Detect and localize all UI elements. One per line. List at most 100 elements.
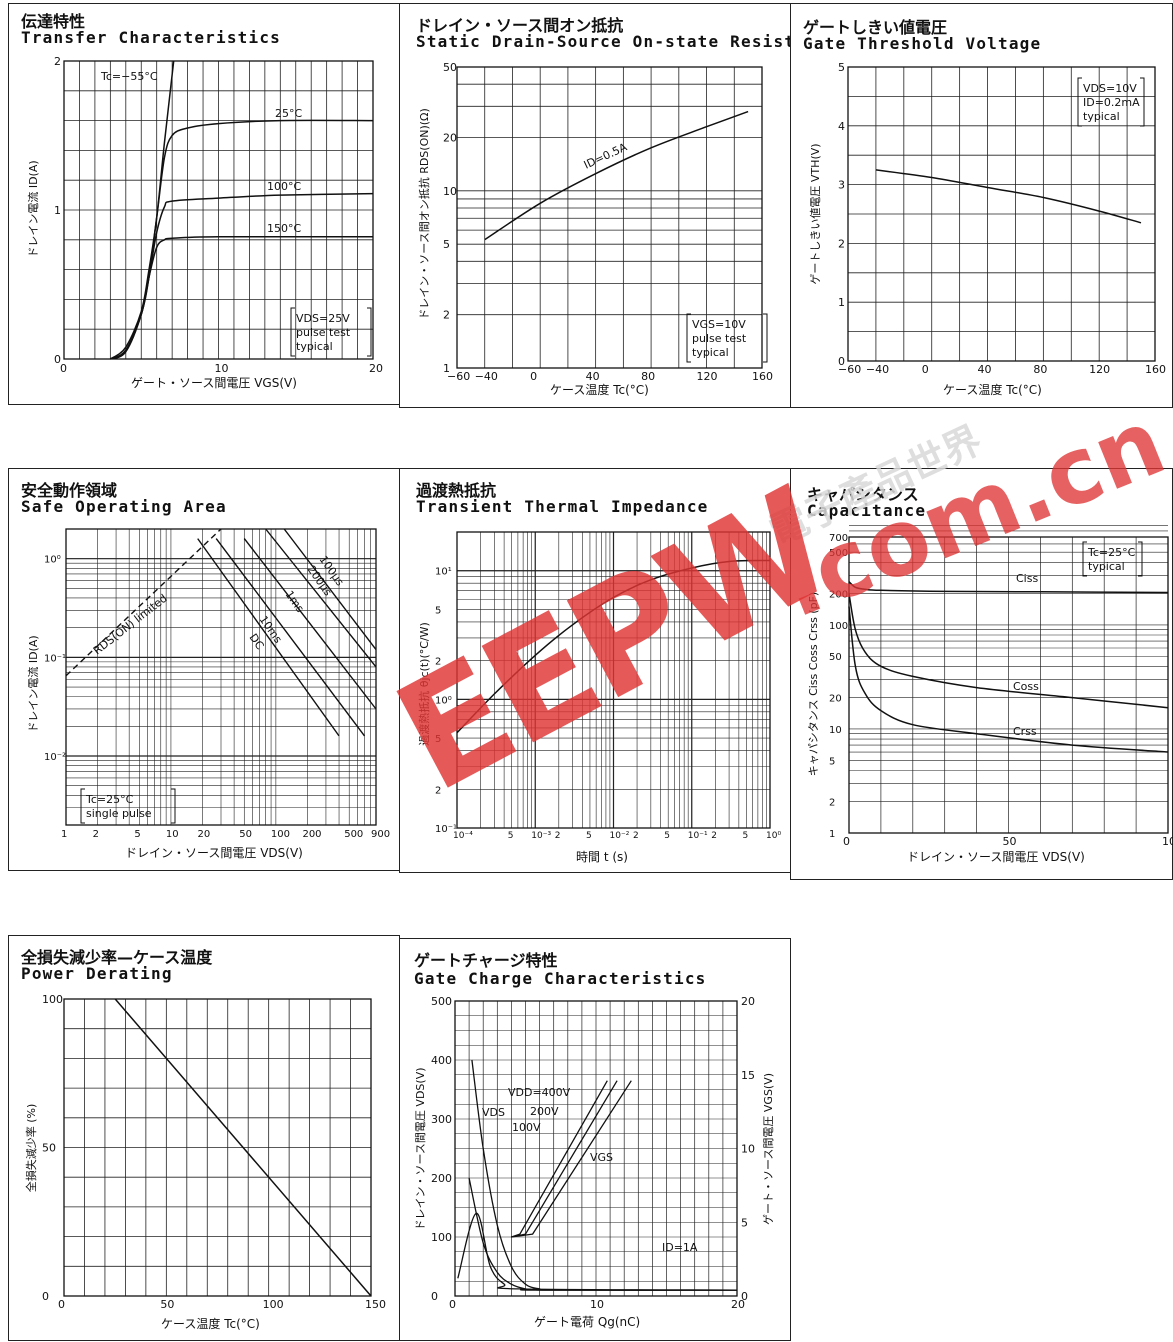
tick-label: 1 [54, 204, 61, 217]
tick-label: 100 [263, 1298, 284, 1311]
panel-soa: 安全動作領域 Safe Operating Area 1 2 5 10 20 50 100 2… [8, 468, 400, 871]
tick-label: 0 [60, 362, 67, 375]
panel-thermal: 過渡熱抵抗 Transient Thermal Impedance 10⁻⁴ 5 1… [399, 468, 791, 873]
tick-label: 5 [838, 61, 845, 74]
series-line [848, 606, 1169, 753]
tick-label: 2 [633, 831, 639, 841]
note-text: Tc=25°C [1087, 546, 1136, 559]
chart-rds: −60 −40 0 40 80 120 160 1 2 5 10 20 50 ケース温度 Tc(°C) ドレ… [417, 61, 773, 397]
tick-label: 500 [829, 548, 848, 559]
bracket-left [1077, 77, 1082, 127]
tick-label: 0 [838, 355, 845, 368]
y2-axis-label: ゲート・ソース間電圧 VGS(V) [762, 1073, 775, 1225]
tick-label: 10 [829, 725, 842, 736]
tick-label: 2 [93, 829, 99, 840]
tick-label: 0 [58, 1298, 65, 1311]
note-text: VGS=10V [692, 318, 746, 331]
title-en: Power Derating [21, 964, 173, 983]
tick-label: 160 [1145, 363, 1166, 376]
title-jp: ゲートチャージ特性 [414, 951, 558, 970]
x-axis-label: ゲート電荷 Qg(nC) [534, 1315, 640, 1329]
series-line [109, 60, 175, 360]
tick-label: 80 [641, 370, 655, 383]
series-line [456, 559, 771, 734]
tick-label: 0 [449, 1298, 456, 1311]
series-line [468, 1177, 738, 1291]
series-label: 25°C [275, 107, 302, 120]
tick-label: 10 [166, 829, 179, 840]
y-axis-label: ドレイン・ソース間オン抵抗 RDS(ON)(Ω) [417, 108, 431, 320]
series-line [875, 169, 1142, 224]
note-text: typical [692, 346, 729, 359]
tick-label: 0 [843, 835, 850, 848]
chart-soa: 1 2 5 10 20 50 100 200 500 900 10⁰ 10⁻¹ 10⁻² ドレイン・ソース… [26, 528, 390, 860]
tick-label: 4 [838, 120, 845, 133]
tick-label: −40 [475, 370, 498, 383]
series-line [215, 538, 366, 737]
chart-vth: −60 −40 0 40 80 120 160 0 1 2 3 4 5 ケース温度 Tc(°C) ゲートしき… [809, 61, 1166, 397]
bracket-right [763, 313, 768, 363]
tick-label: −40 [866, 363, 889, 376]
tick-label: 2 [711, 831, 717, 841]
tick-label: 2 [555, 831, 561, 841]
title-en: Safe Operating Area [21, 497, 227, 516]
tick-label: 100 [829, 621, 848, 632]
tick-label: 2 [838, 237, 845, 250]
tick-label: 160 [752, 370, 773, 383]
tick-label: 40 [978, 363, 992, 376]
plot-frame [456, 531, 771, 829]
tick-label: 10⁰ [435, 695, 452, 706]
x-axis-label: ゲート・ソース間電圧 VGS(V) [131, 376, 297, 390]
tick-label: 200 [829, 590, 848, 601]
tick-label: 0 [922, 363, 929, 376]
series-label: Ciss [1016, 572, 1038, 585]
tick-label: 10 [443, 185, 457, 198]
series-label: RDS(ON) limited [91, 592, 170, 658]
note-text: pulse test [692, 332, 747, 345]
title-jp: 全損失減少率—ケース温度 [21, 948, 213, 967]
bracket-right [171, 788, 176, 824]
bracket-right [367, 307, 372, 357]
tick-label: −60 [838, 363, 861, 376]
tick-label: 50 [1003, 835, 1017, 848]
bracket-right [1140, 77, 1145, 127]
note-text: pulse test [296, 326, 351, 339]
tick-label: 500 [344, 829, 363, 840]
series-label: DC [247, 631, 267, 652]
tick-label: 20 [369, 362, 383, 375]
x-axis-label: ケース温度 Tc(°C) [943, 382, 1042, 397]
x-axis-label: ケース温度 Tc(°C) [161, 1316, 260, 1331]
panel-vth: ゲートしきい値電圧 Gate Threshold Voltage −60 −40 0… [790, 3, 1173, 408]
title-en: Static Drain-Source On-state Resistance [416, 32, 839, 51]
tick-label: 120 [1089, 363, 1110, 376]
series-label: Crss [1013, 725, 1037, 738]
tick-label: 5 [586, 831, 592, 841]
note-text: single pulse [86, 807, 152, 820]
title-jp: 過渡熱抵抗 [416, 481, 497, 500]
tick-label: 150 [365, 1298, 386, 1311]
series-line [65, 528, 222, 677]
series-line [848, 581, 1169, 594]
tick-label: 15 [741, 1069, 755, 1082]
tick-label: 2 [54, 55, 61, 68]
bracket-left [686, 313, 691, 363]
tick-label: 5 [508, 831, 514, 841]
series-label: Tc=−55°C [100, 70, 158, 83]
y-axis-label: キャパシタンス Ciss Coss Crss (pF) [807, 592, 820, 776]
tick-label: 700 [829, 533, 848, 544]
tick-label: 10⁰ [766, 831, 781, 841]
tick-label: 200 [431, 1172, 452, 1185]
tick-label: 1 [61, 829, 67, 840]
plot-frame [63, 60, 374, 360]
series-label: VDD=400V [508, 1086, 571, 1099]
tick-label: 1 [443, 362, 450, 375]
series-label: ID=0.5A [582, 140, 630, 171]
y-axis-label: ドレイン電流 ID(A) [26, 160, 40, 257]
series-label: 1ms [283, 588, 307, 615]
tick-label: 10⁻¹ [688, 831, 708, 841]
title-en: Gate Threshold Voltage [803, 34, 1042, 53]
